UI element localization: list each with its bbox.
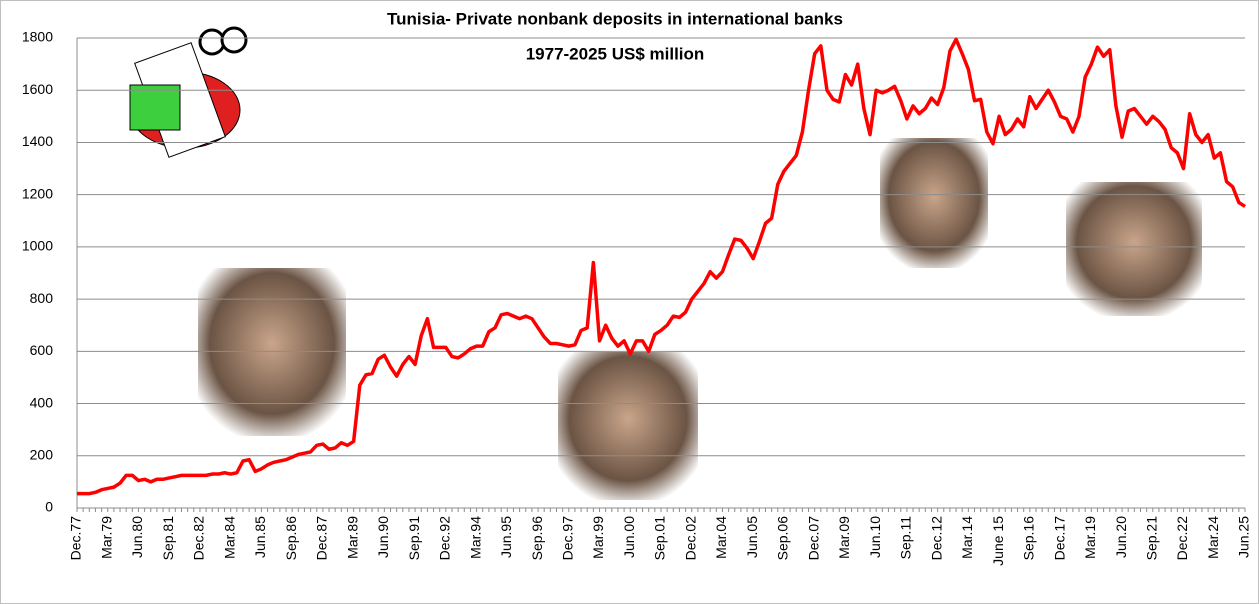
x-tick-label: Mar.19	[1082, 516, 1098, 559]
x-tick-label: Dec.22	[1174, 516, 1190, 561]
x-tick-label: Jun.00	[621, 516, 637, 558]
x-tick-label: Sep.81	[160, 516, 176, 561]
x-tick-label: Sep.01	[652, 516, 668, 561]
y-tick-label: 1600	[22, 81, 53, 97]
portrait	[1066, 182, 1202, 316]
x-tick-label: Dec.02	[682, 516, 698, 561]
x-tick-label: Jun.95	[498, 516, 514, 558]
y-tick-label: 1800	[22, 29, 53, 45]
x-tick-label: Sep.21	[1143, 516, 1159, 561]
x-tick-label: Jun.05	[744, 516, 760, 558]
data-line	[77, 37, 1246, 496]
y-tick-label: 400	[30, 394, 54, 410]
x-tick-label: Mar.84	[221, 516, 237, 559]
x-tick-label: Mar.24	[1205, 516, 1221, 559]
x-tick-label: Mar.14	[959, 516, 975, 559]
portrait	[558, 352, 698, 500]
chart-subtitle: 1977-2025 US$ million	[526, 44, 705, 63]
x-tick-label: Sep.86	[283, 516, 299, 561]
x-tick-label: Sep.91	[406, 516, 422, 561]
x-tick-label: Sep.16	[1021, 516, 1037, 561]
y-tick-label: 0	[45, 499, 53, 515]
x-tick-label: Dec.77	[68, 516, 84, 561]
y-tick-label: 1200	[22, 185, 53, 201]
x-tick-label: Mar.99	[590, 516, 606, 559]
x-tick-label: Dec.12	[928, 516, 944, 561]
x-tick-label: Dec.82	[191, 516, 207, 561]
x-tick-label: Jun.80	[129, 516, 145, 558]
x-tick-label: Sep.06	[775, 516, 791, 561]
x-tick-label: Sep.11	[898, 516, 914, 560]
x-tick-label: Sep.96	[529, 516, 545, 561]
x-tick-label: June 15	[990, 516, 1006, 566]
x-tick-label: Jun.20	[1113, 516, 1129, 558]
x-tick-label: Dec.97	[559, 516, 575, 561]
x-tick-label: Dec.92	[437, 516, 453, 561]
x-tick-label: Jun.85	[252, 516, 268, 558]
y-tick-label: 1000	[22, 238, 53, 254]
y-tick-label: 200	[30, 446, 54, 462]
x-tick-label: Dec.07	[805, 516, 821, 561]
x-tick-label: Mar.04	[713, 516, 729, 559]
y-tick-label: 800	[30, 290, 54, 306]
portrait	[880, 138, 988, 268]
x-tick-label: Mar.89	[344, 516, 360, 559]
y-tick-label: 1400	[22, 133, 53, 149]
x-tick-label: Jun.10	[867, 516, 883, 558]
chart-title: Tunisia- Private nonbank deposits in int…	[387, 9, 843, 28]
x-tick-label: Mar.79	[98, 516, 114, 559]
x-tick-label: Jun.90	[375, 516, 391, 558]
x-tick-label: Mar.09	[836, 516, 852, 559]
x-tick-label: Dec.17	[1051, 516, 1067, 561]
cartoon	[129, 26, 248, 158]
x-tick-label: Dec.87	[314, 516, 330, 561]
photo-placeholders	[129, 26, 1202, 500]
x-tick-label: Jun.25	[1236, 516, 1252, 558]
portrait	[198, 268, 346, 436]
x-tick-label: Mar.94	[467, 516, 483, 559]
y-tick-label: 600	[30, 342, 54, 358]
